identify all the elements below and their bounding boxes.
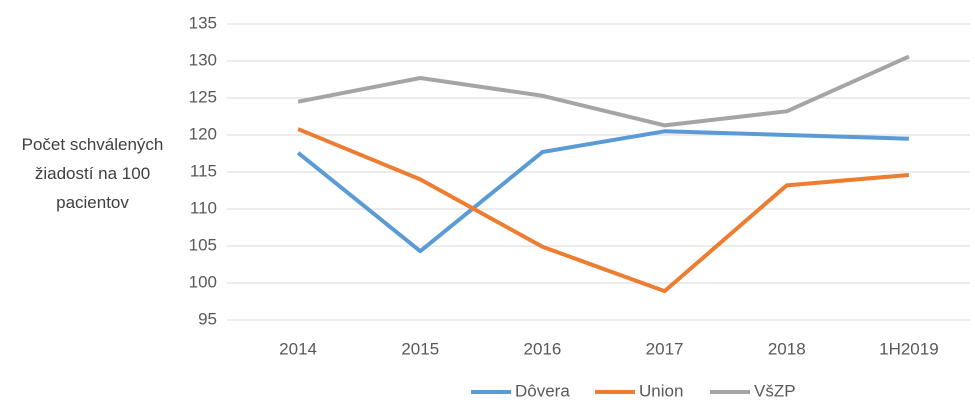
x-tick-label: 2015 [401, 339, 439, 358]
y-tick-label: 135 [189, 13, 217, 32]
y-tick-label: 105 [189, 235, 217, 254]
x-tick-label: 2014 [279, 339, 317, 358]
legend-label: Union [639, 381, 683, 400]
x-tick-label: 2017 [646, 339, 684, 358]
y-tick-label: 115 [190, 161, 217, 180]
y-tick-label: 100 [189, 272, 217, 291]
y-tick-label: 125 [189, 87, 217, 106]
x-tick-label: 2016 [524, 339, 562, 358]
y-tick-label: 130 [189, 50, 217, 69]
legend-label: VšZP [754, 381, 796, 400]
series-line [297, 127, 910, 294]
x-tick-label: 1H2019 [879, 339, 939, 358]
x-tick-label: 2018 [768, 339, 806, 358]
y-tick-label: 95 [198, 309, 217, 328]
series-line [297, 54, 910, 128]
y-tick-label: 120 [189, 124, 217, 143]
series-line [296, 129, 909, 254]
legend-label: Dôvera [515, 381, 570, 400]
y-axis-label: Počet schválených žiadostí na 100 pacien… [21, 135, 164, 212]
y-tick-label: 110 [190, 198, 217, 217]
